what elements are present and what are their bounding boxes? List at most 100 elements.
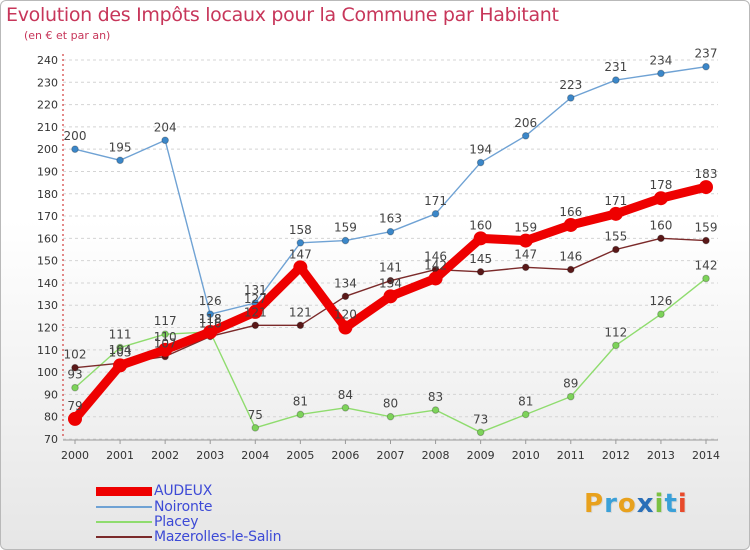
y-tick-label: 180 [37,188,58,201]
legend-label: Placey [154,514,199,530]
data-point [699,180,713,195]
data-point [608,206,623,221]
data-label: 171 [604,194,627,208]
data-label: 166 [559,205,582,219]
x-tick-label: 2009 [467,449,495,462]
data-label: 206 [514,116,537,130]
x-tick-label: 2008 [422,449,450,462]
data-label: 231 [604,60,627,74]
data-label: 121 [244,305,267,319]
legend-item: Mazerolles-le-Salin [96,529,282,545]
data-label: 112 [604,325,627,339]
chart-axes: 7080901001101201301401501601701801902002… [37,54,720,462]
data-point [563,217,578,232]
x-tick-label: 2007 [377,449,405,462]
data-point [296,239,305,247]
data-point [251,321,260,330]
data-label: 237 [695,47,718,61]
data-label: 195 [109,140,132,154]
data-label: 126 [649,294,672,308]
data-point [161,330,169,339]
data-label: 163 [379,212,402,226]
data-point [251,424,260,432]
data-point [341,292,350,301]
data-point [293,260,308,275]
data-label: 147 [514,247,537,261]
data-label: 159 [334,221,357,235]
legend-label: AUDEUX [154,483,213,499]
data-point [657,69,665,78]
data-label: 159 [514,221,537,235]
data-label: 104 [109,343,132,357]
logo-letter: t [664,489,678,519]
data-point [612,341,620,350]
data-label: 142 [424,258,447,272]
data-point [206,310,215,318]
y-tick-label: 150 [37,255,58,268]
x-tick-label: 2010 [512,449,540,462]
data-label: 81 [293,394,308,408]
data-label: 110 [154,330,177,344]
data-label: 158 [289,223,312,237]
data-point [566,392,575,401]
x-tick-label: 2003 [196,449,224,462]
data-label: 159 [695,221,718,235]
data-label: 134 [379,276,402,290]
data-point [702,274,710,283]
data-label: 75 [248,408,263,422]
data-label: 146 [559,250,582,264]
data-label: 107 [154,337,177,351]
x-tick-label: 2012 [602,449,630,462]
data-point [428,271,443,286]
y-tick-label: 140 [37,277,58,290]
data-point [341,403,350,412]
data-label: 79 [67,399,82,413]
data-point [518,233,533,248]
data-point [702,236,710,245]
x-tick-label: 2013 [647,449,675,462]
data-label: 73 [473,412,488,426]
legend-item: Placey [96,514,199,530]
y-tick-label: 130 [37,299,58,312]
data-point [653,191,668,206]
data-point [657,234,665,243]
data-label: 84 [338,388,353,402]
data-point [476,267,485,276]
data-point [161,136,169,145]
legend-swatch [96,536,152,538]
data-label: 103 [109,345,132,359]
legend-item: AUDEUX [96,483,213,499]
data-point [203,324,218,339]
data-point [521,132,530,140]
data-point [296,321,305,330]
data-point [71,383,79,392]
legend-item: Noironte [96,499,213,515]
data-label: 120 [334,308,357,322]
data-point [248,304,263,319]
data-label: 127 [244,292,267,306]
data-point [612,76,620,84]
data-label: 111 [109,328,132,342]
data-label: 155 [604,230,627,244]
y-tick-label: 90 [44,388,58,401]
data-point [702,62,710,71]
y-tick-label: 200 [37,143,58,156]
data-label: 147 [289,247,312,261]
y-tick-label: 110 [37,344,58,357]
data-point [566,265,575,274]
logo-letter: x [636,489,655,519]
x-tick-label: 2000 [61,449,89,462]
data-label: 141 [379,261,402,275]
data-point [386,412,395,421]
legend-label: Mazerolles-le-Salin [154,529,282,545]
data-label: 89 [563,377,578,391]
data-point [116,343,124,352]
data-point [521,263,530,272]
x-tick-label: 2006 [331,449,359,462]
logo-letter: P [584,489,605,519]
data-point [71,363,79,372]
data-point [116,156,124,165]
data-label: 83 [428,390,443,404]
data-point [383,289,398,304]
